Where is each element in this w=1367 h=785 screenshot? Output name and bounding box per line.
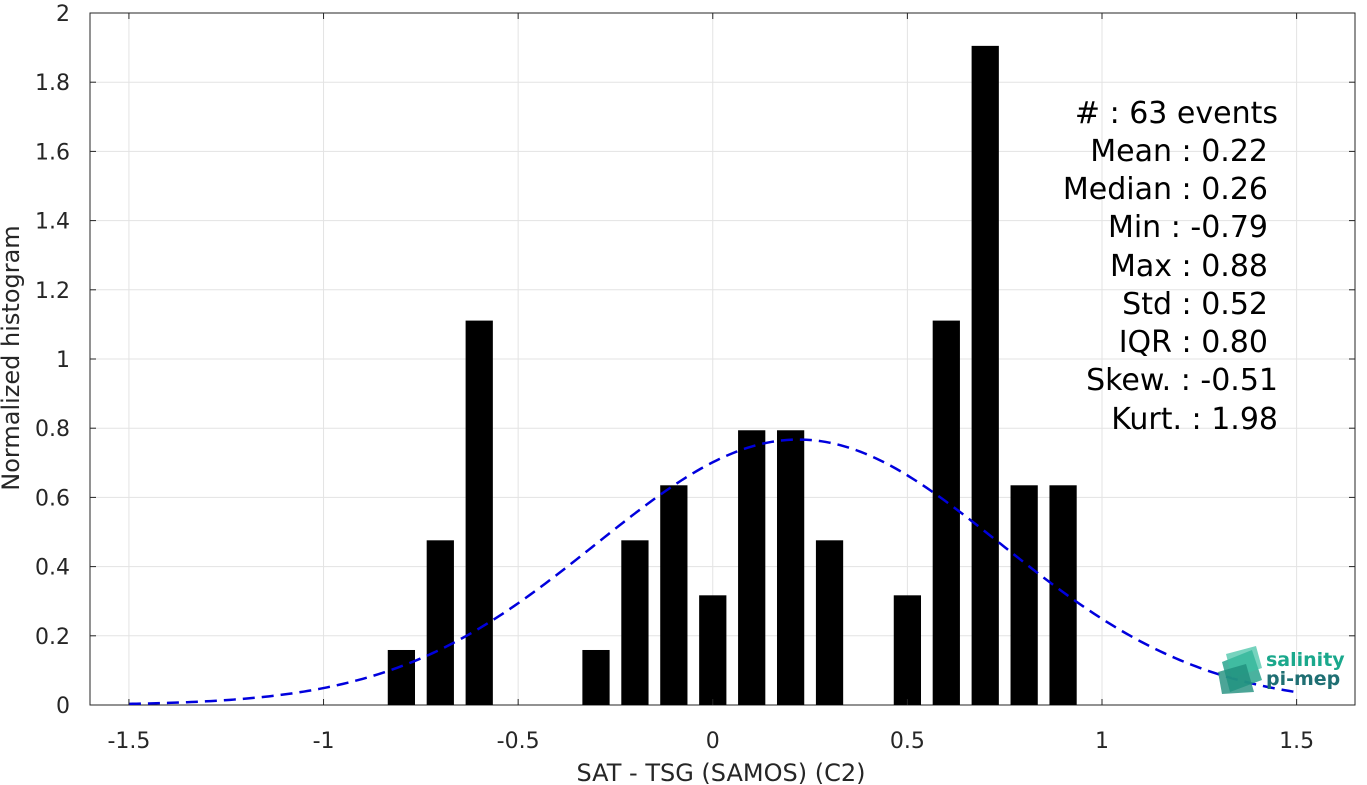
stat-iqr: IQR : 0.80: [1119, 325, 1268, 360]
y-tick-label: 2: [56, 2, 70, 27]
wave-logo-icon: [1218, 646, 1262, 694]
stat-events: # : 63 events: [1075, 96, 1278, 131]
stat-skew: Skew. : -0.51: [1086, 363, 1278, 398]
histogram-bar: [1010, 485, 1038, 705]
logo-text-pimep: pi-mep: [1266, 668, 1340, 690]
x-tick-label: -1: [313, 729, 335, 754]
y-tick-label: 0.4: [35, 556, 70, 581]
stat-max: Max : 0.88: [1110, 249, 1268, 284]
x-tick-label: 1.5: [1279, 729, 1314, 754]
y-axis-label: Normalized histogram: [0, 225, 25, 490]
y-tick-label: 0: [56, 694, 70, 719]
x-tick-label: -1.5: [107, 729, 150, 754]
logo-text-salinity: salinity: [1266, 649, 1345, 671]
x-tick-label: 1: [1095, 729, 1109, 754]
y-tick-label: 1: [56, 348, 70, 373]
histogram-bar: [582, 649, 610, 705]
y-tick-label: 0.2: [35, 625, 70, 650]
stat-median: Median : 0.26: [1063, 172, 1268, 207]
y-tick-label: 1.8: [35, 71, 70, 96]
histogram-bar: [1049, 485, 1077, 705]
stat-kurt: Kurt. : 1.98: [1111, 402, 1278, 437]
histogram-bar: [387, 649, 416, 705]
histogram-bar: [699, 595, 727, 705]
x-tick-label: -0.5: [497, 729, 540, 754]
stat-std: Std : 0.52: [1122, 287, 1268, 322]
y-ticks: 0 0.2 0.4 0.6 0.8 1 1.2 1.4 1.6 1.8 2: [35, 2, 1355, 719]
histogram-bar: [893, 595, 922, 705]
histogram-bar: [815, 540, 844, 705]
x-tick-label: 0: [706, 729, 720, 754]
y-tick-label: 1.4: [35, 210, 70, 235]
histogram-bar: [465, 320, 493, 705]
y-tick-label: 1.2: [35, 279, 70, 304]
x-tick-label: 0.5: [890, 729, 925, 754]
histogram-bar: [426, 540, 454, 705]
bars: [387, 45, 1077, 706]
histogram-bar: [971, 45, 999, 706]
stat-mean: Mean : 0.22: [1090, 134, 1268, 169]
histogram-bar: [660, 485, 688, 705]
y-tick-label: 1.6: [35, 140, 70, 165]
stats-box: # : 63 events Mean : 0.22 Median : 0.26 …: [1063, 96, 1278, 437]
x-ticks: -1.5 -1 -0.5 0 0.5 1 1.5: [107, 13, 1314, 754]
histogram-bar: [776, 430, 805, 705]
normal-fit-curve: [128, 438, 1297, 706]
histogram-bar: [621, 540, 649, 705]
y-tick-label: 0.6: [35, 486, 70, 511]
y-tick-label: 0.8: [35, 417, 70, 442]
salinity-pi-mep-logo: salinity pi-mep: [1218, 646, 1345, 694]
x-axis-label: SAT - TSG (SAMOS) (C2): [577, 759, 866, 785]
stat-min: Min : -0.79: [1108, 210, 1268, 245]
histogram-bar: [738, 430, 766, 705]
histogram-bar: [932, 320, 960, 705]
